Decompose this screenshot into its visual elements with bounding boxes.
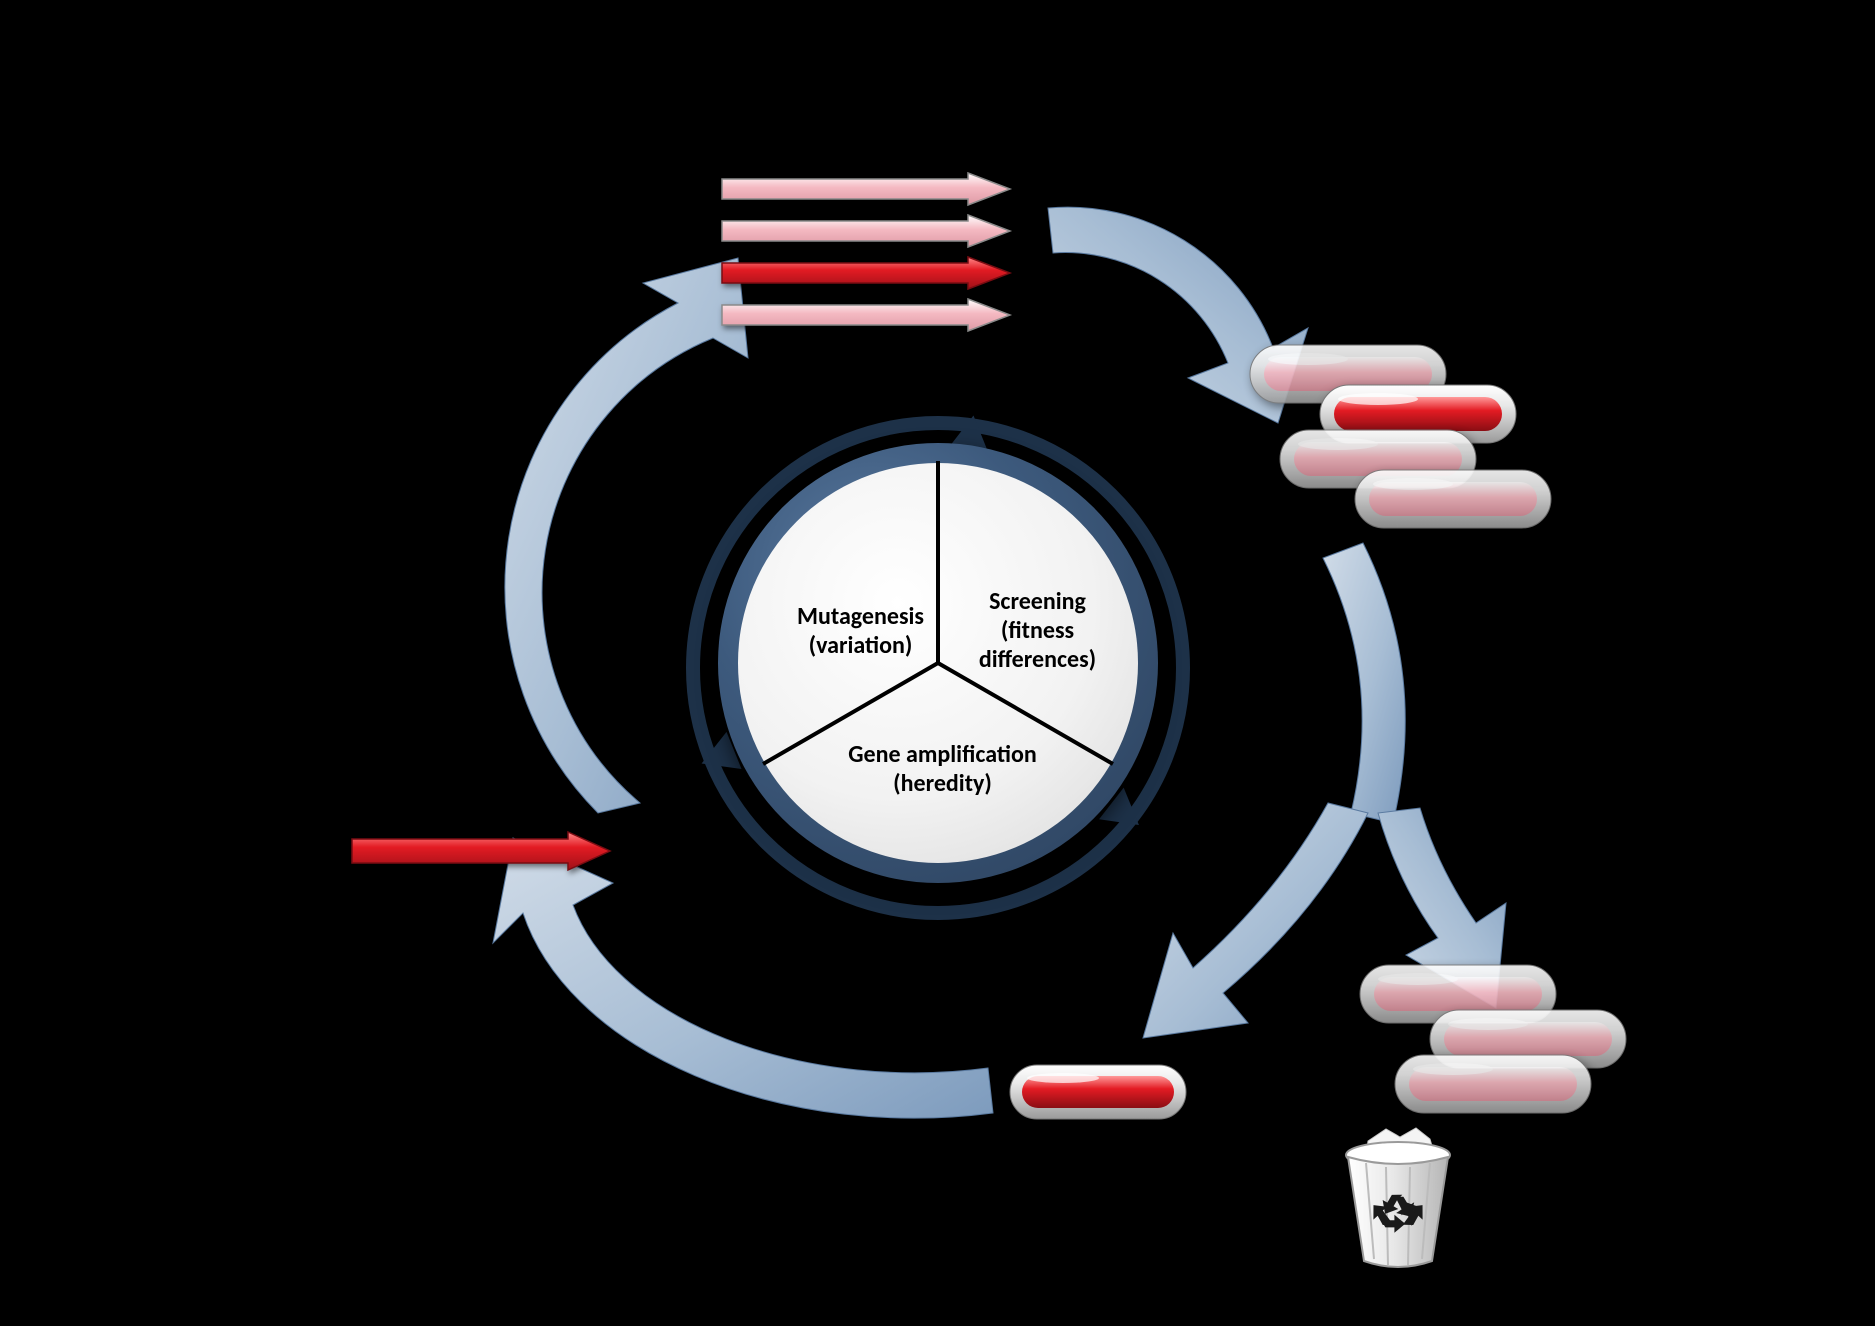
capsule-selected bbox=[1008, 1063, 1188, 1121]
gene-arrow-variant-1 bbox=[718, 171, 1018, 211]
pie-label-text: (heredity) bbox=[893, 769, 992, 798]
pie-label-mutagenesis: Mutagenesis (variation) bbox=[776, 603, 946, 661]
pie-label-text: (fitness bbox=[1001, 616, 1074, 645]
pie-label-text: (variation) bbox=[809, 631, 913, 660]
pie-label-screening: Screening (fitness differences) bbox=[953, 588, 1123, 674]
pie-label-text: Mutagenesis bbox=[797, 602, 924, 631]
directed-evolution-cycle: Mutagenesis (variation) Screening (fitne… bbox=[238, 113, 1638, 1213]
gene-arrow-variant-3-highlight bbox=[718, 255, 1018, 295]
recycle-bin-icon bbox=[1338, 1123, 1458, 1273]
gene-arrow-amplified bbox=[348, 829, 618, 875]
pie-label-text: Screening bbox=[989, 587, 1086, 616]
pie-label-amplification: Gene amplification (heredity) bbox=[828, 741, 1058, 799]
capsule-variant bbox=[1353, 468, 1553, 530]
center-cycle-pie: Mutagenesis (variation) Screening (fitne… bbox=[718, 443, 1158, 883]
pie-label-text: Gene amplification bbox=[848, 740, 1036, 769]
gene-arrow-variant-2 bbox=[718, 213, 1018, 253]
gene-arrow-variant-4 bbox=[718, 297, 1018, 337]
capsule-discarded bbox=[1393, 1053, 1593, 1115]
pie-label-text: differences) bbox=[979, 645, 1096, 674]
